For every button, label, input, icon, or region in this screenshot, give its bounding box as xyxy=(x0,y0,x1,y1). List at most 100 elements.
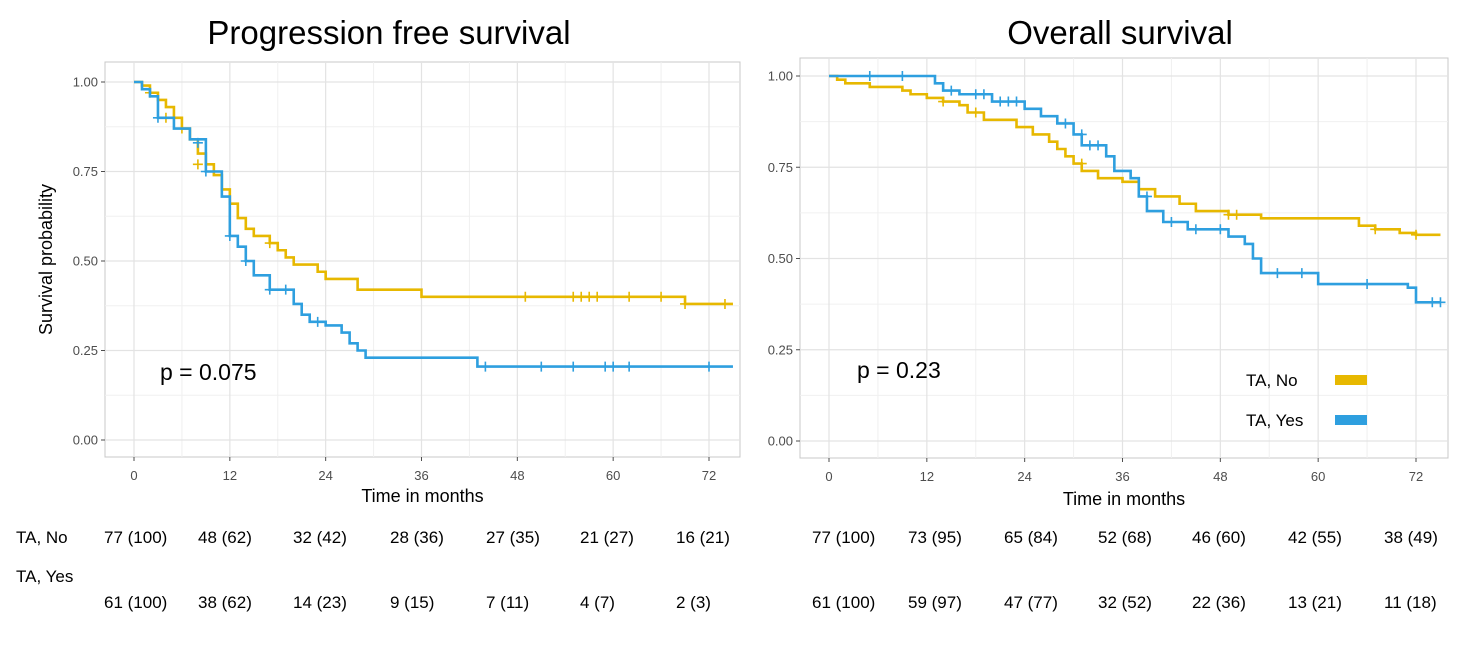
risk-cell-pfs-ta-no: 21 (27) xyxy=(580,528,634,547)
censor-mark-ta-yes xyxy=(624,361,635,372)
risk-cell-pfs-ta-yes: 38 (62) xyxy=(198,593,252,612)
censor-mark-ta-yes xyxy=(1296,268,1307,279)
censor-mark-ta-yes xyxy=(608,361,619,372)
survival-curve-ta-no xyxy=(829,74,1441,237)
risk-label-ta-yes: TA, Yes xyxy=(16,567,74,586)
censor-mark-ta-yes xyxy=(1190,224,1201,235)
x-tick-label: 60 xyxy=(1311,469,1325,484)
x-tick-label: 24 xyxy=(318,468,332,483)
risk-cell-os-ta-no: 73 (95) xyxy=(908,528,962,547)
censor-mark-ta-yes xyxy=(1141,191,1152,202)
risk-cell-os-ta-yes: 11 (18) xyxy=(1384,593,1437,612)
censor-mark-ta-yes xyxy=(480,361,491,372)
risk-cell-pfs-ta-yes: 4 (7) xyxy=(580,593,615,612)
x-tick-label: 12 xyxy=(920,469,934,484)
legend-swatch-ta-yes xyxy=(1335,415,1367,425)
plot-area xyxy=(104,61,741,458)
survival-curve-ta-no xyxy=(134,80,733,306)
risk-cell-os-ta-no: 38 (49) xyxy=(1384,528,1438,547)
x-tick-label: 72 xyxy=(702,468,716,483)
censor-mark-ta-yes xyxy=(978,89,989,100)
censor-mark-ta-yes xyxy=(1076,129,1087,140)
legend-label-ta-yes: TA, Yes xyxy=(1246,411,1303,430)
censor-mark-ta-yes xyxy=(1093,140,1104,151)
risk-cell-pfs-ta-yes: 2 (3) xyxy=(676,593,711,612)
censor-mark-ta-yes xyxy=(1060,118,1071,129)
y-tick-label: 0.75 xyxy=(768,160,793,175)
x-tick-label: 0 xyxy=(825,469,832,484)
risk-cell-os-ta-yes: 13 (21) xyxy=(1288,593,1342,612)
censor-mark-ta-no xyxy=(1076,158,1087,169)
risk-cell-os-ta-yes: 32 (52) xyxy=(1098,593,1152,612)
censor-mark-ta-yes xyxy=(704,361,714,372)
risk-cell-pfs-ta-no: 16 (21) xyxy=(676,528,730,547)
x-axis-label: Time in months xyxy=(1063,489,1185,509)
censor-mark-ta-no xyxy=(520,291,531,302)
censor-mark-ta-no xyxy=(970,107,981,118)
censor-mark-ta-yes xyxy=(152,112,163,123)
censor-mark-ta-yes xyxy=(264,284,275,295)
risk-cell-pfs-ta-no: 27 (35) xyxy=(486,528,540,547)
x-tick-label: 48 xyxy=(510,468,524,483)
y-tick-label: 1.00 xyxy=(73,75,98,90)
y-tick-label: 0.00 xyxy=(73,433,98,448)
censor-mark-ta-no xyxy=(1370,224,1381,235)
x-tick-label: 36 xyxy=(1115,469,1129,484)
legend-swatch-ta-no xyxy=(1335,375,1367,385)
y-tick-label: 0.50 xyxy=(73,254,98,269)
risk-cell-os-ta-no: 52 (68) xyxy=(1098,528,1152,547)
survival-curve-ta-yes xyxy=(829,74,1441,304)
censor-mark-ta-yes xyxy=(312,316,323,327)
y-axis-label: Survival probability xyxy=(36,184,56,335)
legend-label-ta-no: TA, No xyxy=(1246,371,1298,390)
x-tick-label: 36 xyxy=(414,468,428,483)
x-tick-label: 24 xyxy=(1017,469,1031,484)
censor-mark-ta-yes xyxy=(240,256,251,266)
risk-cell-os-ta-yes: 47 (77) xyxy=(1004,593,1058,612)
censor-mark-ta-no xyxy=(656,291,667,302)
risk-cell-os-ta-yes: 61 (100) xyxy=(812,593,876,612)
p-value-annotation: p = 0.23 xyxy=(857,357,941,383)
survival-curve-ta-yes xyxy=(134,80,733,368)
censor-mark-ta-yes xyxy=(1272,268,1283,279)
y-tick-label: 0.00 xyxy=(768,434,793,449)
os-chart-title: Overall survival xyxy=(1007,14,1233,51)
censor-mark-ta-no xyxy=(938,96,949,107)
censor-mark-ta-yes xyxy=(280,284,291,295)
risk-cell-os-ta-no: 46 (60) xyxy=(1192,528,1246,547)
censor-mark-ta-yes xyxy=(946,85,957,96)
chart-panel-2: 0 12 24 36 48 60 72 0.00 0.25 0.50 0.75 1.00 Time in… xyxy=(768,57,1449,509)
censor-mark-ta-no xyxy=(680,298,691,309)
censor-mark-ta-yes xyxy=(1435,297,1446,308)
censor-mark-ta-no xyxy=(192,159,203,170)
risk-cell-os-ta-no: 42 (55) xyxy=(1288,528,1342,547)
censor-mark-ta-no xyxy=(624,291,635,302)
y-tick-label: 0.25 xyxy=(768,342,793,357)
p-value-annotation: p = 0.075 xyxy=(160,359,257,385)
x-axis-label: Time in months xyxy=(361,486,483,506)
censor-mark-ta-no xyxy=(264,238,275,249)
risk-cell-pfs-ta-no: 77 (100) xyxy=(104,528,168,547)
censor-mark-ta-yes xyxy=(568,361,579,372)
risk-label-ta-no: TA, No xyxy=(16,528,68,547)
censor-mark-ta-yes xyxy=(1166,217,1177,227)
censor-mark-ta-no xyxy=(1231,209,1242,220)
censor-mark-ta-no xyxy=(1411,229,1421,240)
risk-cell-pfs-ta-yes: 14 (23) xyxy=(293,593,347,612)
risk-cell-os-ta-no: 65 (84) xyxy=(1004,528,1058,547)
censor-mark-ta-yes xyxy=(536,361,547,372)
legend: TA, No TA, Yes xyxy=(1246,371,1367,430)
censor-mark-ta-no xyxy=(719,298,730,309)
censor-mark-ta-yes xyxy=(897,71,908,81)
risk-cell-pfs-ta-no: 28 (36) xyxy=(390,528,444,547)
risk-cell-pfs-ta-no: 32 (42) xyxy=(293,528,347,547)
censor-mark-ta-no xyxy=(592,291,603,302)
risk-cell-pfs-ta-no: 48 (62) xyxy=(198,528,252,547)
y-tick-label: 0.75 xyxy=(73,164,98,179)
censor-mark-ta-yes xyxy=(192,137,203,148)
x-tick-label: 0 xyxy=(130,468,137,483)
x-tick-label: 60 xyxy=(606,468,620,483)
censor-mark-ta-yes xyxy=(200,166,211,177)
risk-cell-os-ta-no: 77 (100) xyxy=(812,528,876,547)
